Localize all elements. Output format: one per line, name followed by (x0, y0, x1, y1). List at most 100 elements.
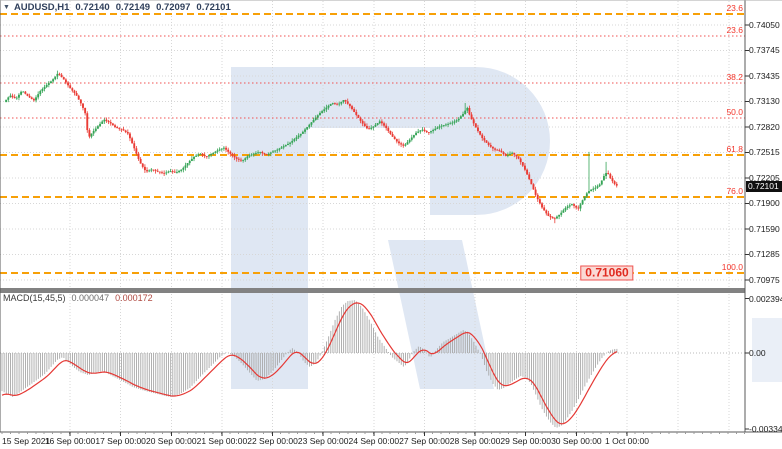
candle-body (64, 79, 67, 83)
candle-body (103, 119, 106, 122)
candle-body (120, 128, 123, 130)
candle-body (436, 127, 439, 129)
candle-body (408, 139, 411, 143)
candle-body (111, 123, 114, 126)
candle-body (7, 97, 10, 100)
candle-body (517, 156, 520, 159)
candle-body (485, 140, 488, 143)
candle-body (165, 172, 168, 174)
candle-body (182, 167, 185, 170)
candle-body (137, 153, 140, 159)
candle-body (387, 128, 390, 132)
time-axis-label: 17 Sep 00:00 (95, 436, 146, 446)
candle-body (348, 103, 351, 107)
candle-body (291, 140, 294, 143)
candle-body (457, 118, 460, 121)
candle-body (325, 107, 328, 110)
candle-body (351, 106, 353, 110)
candle-body (333, 103, 336, 104)
candle-body (430, 131, 432, 133)
candle-body (323, 109, 326, 112)
fib-level-label-61.8: 61.8 (726, 144, 743, 155)
candle-body (50, 81, 52, 84)
candle-body (299, 133, 302, 136)
fib-level-label-23.6: 23.6 (726, 25, 743, 36)
time-axis-label: 28 Sep 00:00 (449, 436, 501, 446)
candle-body (222, 147, 225, 149)
candle-body (575, 205, 578, 208)
current-price-badge: 0.72101 (746, 181, 782, 193)
symbol-dropdown-icon[interactable]: ▼ (3, 4, 10, 11)
panel-separator[interactable] (0, 288, 745, 293)
price-axis-label: 0.70975 (749, 275, 780, 285)
candle-body (193, 156, 195, 159)
candle-body (434, 128, 437, 130)
fib-price-callout: 0.71060 (580, 265, 634, 281)
price-axis-label: 0.73435 (749, 71, 780, 81)
candle-body (124, 130, 127, 133)
candle-body (568, 205, 571, 207)
candle-body (494, 148, 496, 150)
candle-body (52, 79, 55, 82)
candle-body (357, 114, 360, 118)
candle-body (314, 117, 317, 121)
candle-body (54, 76, 57, 80)
candle-body (274, 150, 277, 152)
candle-body (84, 107, 87, 114)
candle-body (240, 159, 242, 161)
candle-body (491, 146, 494, 149)
candle-body (536, 194, 539, 200)
price-axis-label: 0.72515 (749, 147, 780, 158)
candle-body (295, 137, 298, 140)
candle-body (602, 176, 605, 181)
candle-body (287, 143, 289, 146)
candle-body (289, 142, 292, 144)
candle-body (263, 153, 266, 155)
candle-body (477, 127, 479, 132)
candle-body (366, 125, 368, 129)
candle-body (308, 124, 311, 128)
candle-body (605, 173, 608, 177)
candle-body (107, 120, 110, 123)
macd-axis-label: -0.003346 (749, 424, 782, 435)
candle-body (141, 163, 144, 167)
candle-body (566, 206, 569, 208)
candle-body (276, 149, 279, 151)
candle-body (269, 152, 272, 154)
candle-body (438, 126, 441, 128)
candle-body (210, 154, 213, 156)
fib-level-label-100.0: 100.0 (721, 261, 743, 272)
candle-body (208, 155, 210, 157)
candle-body (17, 94, 20, 98)
candle-body (212, 152, 215, 155)
candle-body (607, 173, 610, 175)
candle-body (353, 109, 356, 112)
price-axis-label: 0.72205 (749, 173, 780, 183)
candle-body (79, 99, 82, 104)
candle-body (161, 172, 163, 174)
candle-body (547, 213, 550, 216)
candle-body (101, 121, 104, 124)
candle-body (419, 130, 422, 132)
candle-body (342, 100, 345, 102)
ohlc-high: 0.72149 (115, 2, 151, 13)
candle-body (598, 184, 601, 187)
price-axis-label: 0.71900 (749, 198, 780, 209)
candle-body (359, 117, 362, 121)
candle-body (26, 93, 29, 96)
candle-body (250, 154, 253, 156)
candle-body (502, 152, 505, 155)
candle-body (511, 152, 514, 154)
ohlc-low: 0.72097 (156, 2, 191, 13)
candle-body (188, 160, 191, 164)
candle-body (171, 171, 174, 172)
candle-body (551, 217, 554, 219)
symbol-timeframe: AUDUSD,H1 (13, 2, 70, 13)
candle-body (427, 132, 430, 133)
candle-body (336, 103, 339, 105)
time-axis-label: 24 Sep 00:00 (348, 436, 400, 446)
candle-body (227, 149, 230, 152)
candle-body (464, 110, 467, 114)
candle-body (246, 156, 249, 159)
